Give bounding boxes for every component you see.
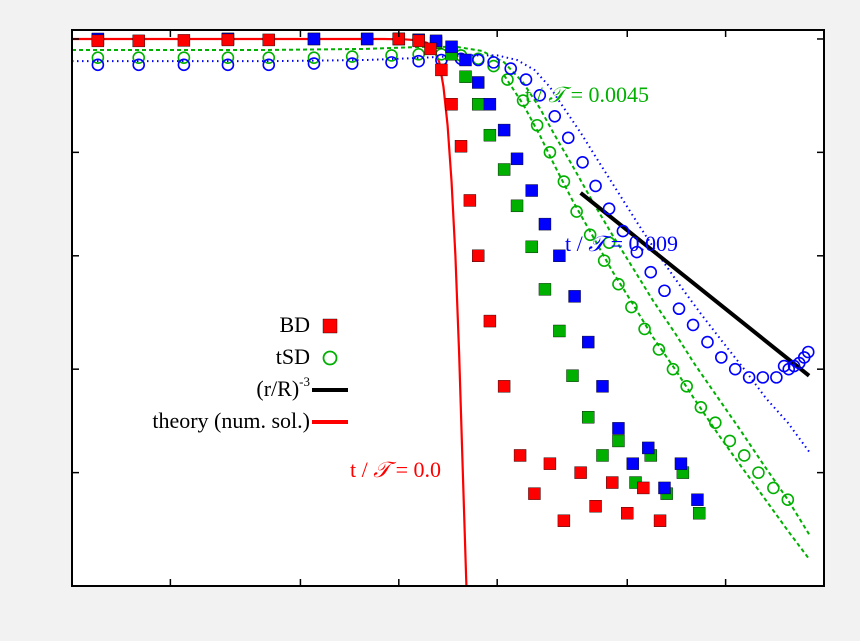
annotation-0: t / 𝒯 = 0.0045 (525, 82, 649, 107)
legend-label-1: tSD (276, 344, 310, 369)
legend-label-3: theory (num. sol.) (152, 408, 310, 433)
annotation-1: t / 𝒯 = 0.009 (565, 231, 678, 256)
legend-label-0: BD (279, 312, 310, 337)
legend-swatch-0 (323, 319, 337, 333)
chart-svg: t / 𝒯 = 0.0045 t / 𝒯 = 0.009 t / 𝒯 = 0.0 BD… (0, 0, 860, 641)
annotation-2: t / 𝒯 = 0.0 (350, 457, 441, 482)
